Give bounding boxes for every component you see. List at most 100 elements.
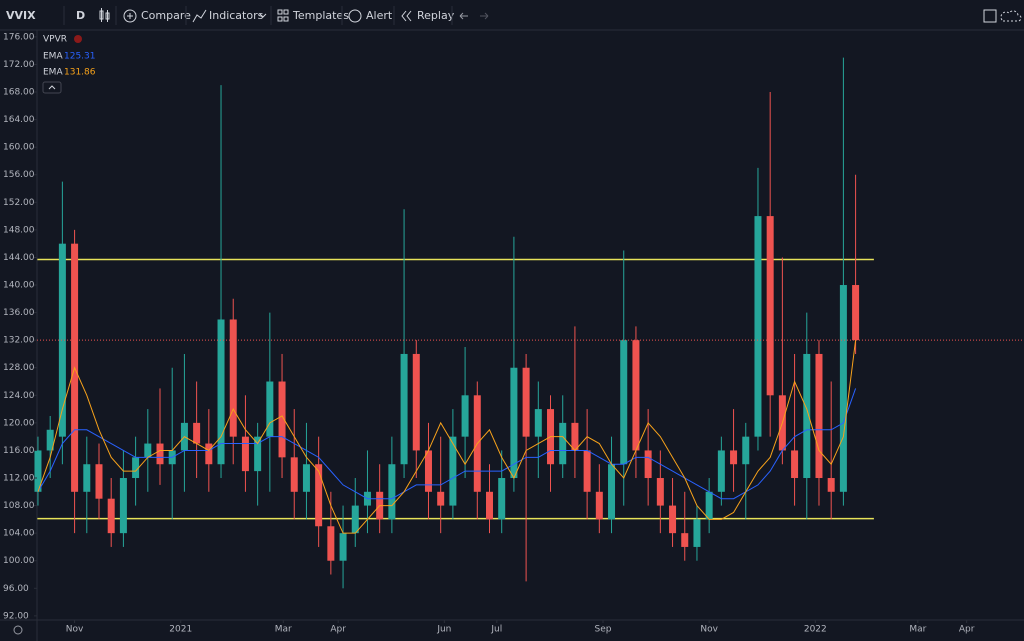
y-tick-label: 140.00 [3,281,35,291]
cloud-button[interactable] [1000,10,1022,22]
x-tick-label: Mar [275,625,292,635]
candle-body [461,395,469,437]
candle-body [144,443,152,458]
y-tick-label: 124.00 [3,391,35,401]
indicators-button[interactable]: Indicators [209,9,264,22]
plot-area [34,57,1024,589]
candle-body [766,216,774,396]
y-tick-label: 176.00 [3,32,35,42]
candle-body [510,367,518,479]
ema-line [37,340,857,534]
replay-button[interactable]: Replay [417,9,455,22]
y-tick-label: 128.00 [3,363,35,373]
y-tick-label: 132.00 [3,336,35,346]
candle-body [705,491,713,520]
candle-body [400,353,408,465]
candle-body [693,519,701,547]
candle-body [437,491,445,506]
interval[interactable]: D [76,9,85,22]
y-tick-label: 172.00 [3,60,35,70]
templates-icon[interactable] [277,9,289,22]
candle-body [803,353,811,479]
y-tick-label: 156.00 [3,170,35,180]
legend-value: 131.86 [64,68,96,78]
candle-body [522,367,530,437]
candle-body [571,422,579,451]
candle-body [339,533,347,561]
candle-body [730,450,738,465]
alert-button[interactable]: Alert [366,9,393,22]
candle-body [669,505,677,534]
candle-body [644,450,652,479]
y-tick-label: 144.00 [3,253,35,263]
templates-button[interactable]: Templates [292,9,349,22]
candle-body [595,491,603,520]
candle-body [791,450,799,479]
collapse-button[interactable] [42,81,62,94]
y-tick-label: 136.00 [3,308,35,318]
compare-button[interactable]: Compare [141,9,191,22]
x-tick-label: Apr [330,625,346,635]
candle-body [620,340,628,465]
chart-style-icon[interactable] [99,8,110,22]
candle-body [302,464,310,492]
candle-body [58,243,66,437]
x-tick-label: Mar [909,625,926,635]
ema-line [37,388,857,500]
settings-button[interactable] [13,625,23,635]
candle-body [205,443,213,465]
candle-body [583,450,591,492]
candle-body [681,533,689,547]
y-tick-label: 168.00 [3,88,35,98]
redo-button[interactable] [480,12,489,20]
candle-body [742,436,750,465]
candle-body [95,464,103,499]
candle-body [217,319,225,465]
y-tick-label: 104.00 [3,529,35,539]
candle-body [717,450,725,492]
x-tick-label: Jul [490,625,502,635]
x-tick-label: Apr [959,625,975,635]
replay-icon[interactable] [406,10,412,22]
x-tick-label: 2022 [804,625,827,635]
replay-icon[interactable] [401,10,407,22]
candle-body [632,340,640,451]
candle-body [119,478,127,534]
candle-body [278,381,286,458]
indicators-dropdown[interactable] [259,13,267,18]
y-tick-label: 92.00 [3,611,29,621]
candle-body [754,216,762,437]
undo-button[interactable] [459,12,468,20]
candle-body [327,526,335,561]
candle-body [485,491,493,520]
legend-name: EMA [43,52,63,62]
toolbar [0,0,1024,30]
candle-body [46,429,54,451]
candle-body [449,436,457,506]
y-tick-label: 164.00 [3,115,35,125]
candle-body [852,285,860,341]
candle-body [815,353,823,479]
symbol[interactable]: VVIX [6,9,36,22]
candle-body [229,319,237,437]
candle-body [241,436,249,472]
indicators-icon[interactable] [192,9,207,23]
x-tick-label: Nov [66,625,84,635]
y-tick-label: 152.00 [3,198,35,208]
candle-body [424,450,432,492]
alert-icon[interactable] [348,9,362,23]
compare-icon[interactable] [123,9,137,23]
candle-body [193,422,201,444]
warning-icon[interactable] [74,35,82,43]
x-tick-label: 2021 [169,625,192,635]
candle-body [83,464,91,492]
candle-body [827,478,835,492]
fullscreen-button[interactable] [983,9,997,23]
vpvr-label: VPVR [43,35,67,45]
y-tick-label: 116.00 [3,446,35,456]
candle-body [498,478,506,520]
candle-body [534,409,542,437]
